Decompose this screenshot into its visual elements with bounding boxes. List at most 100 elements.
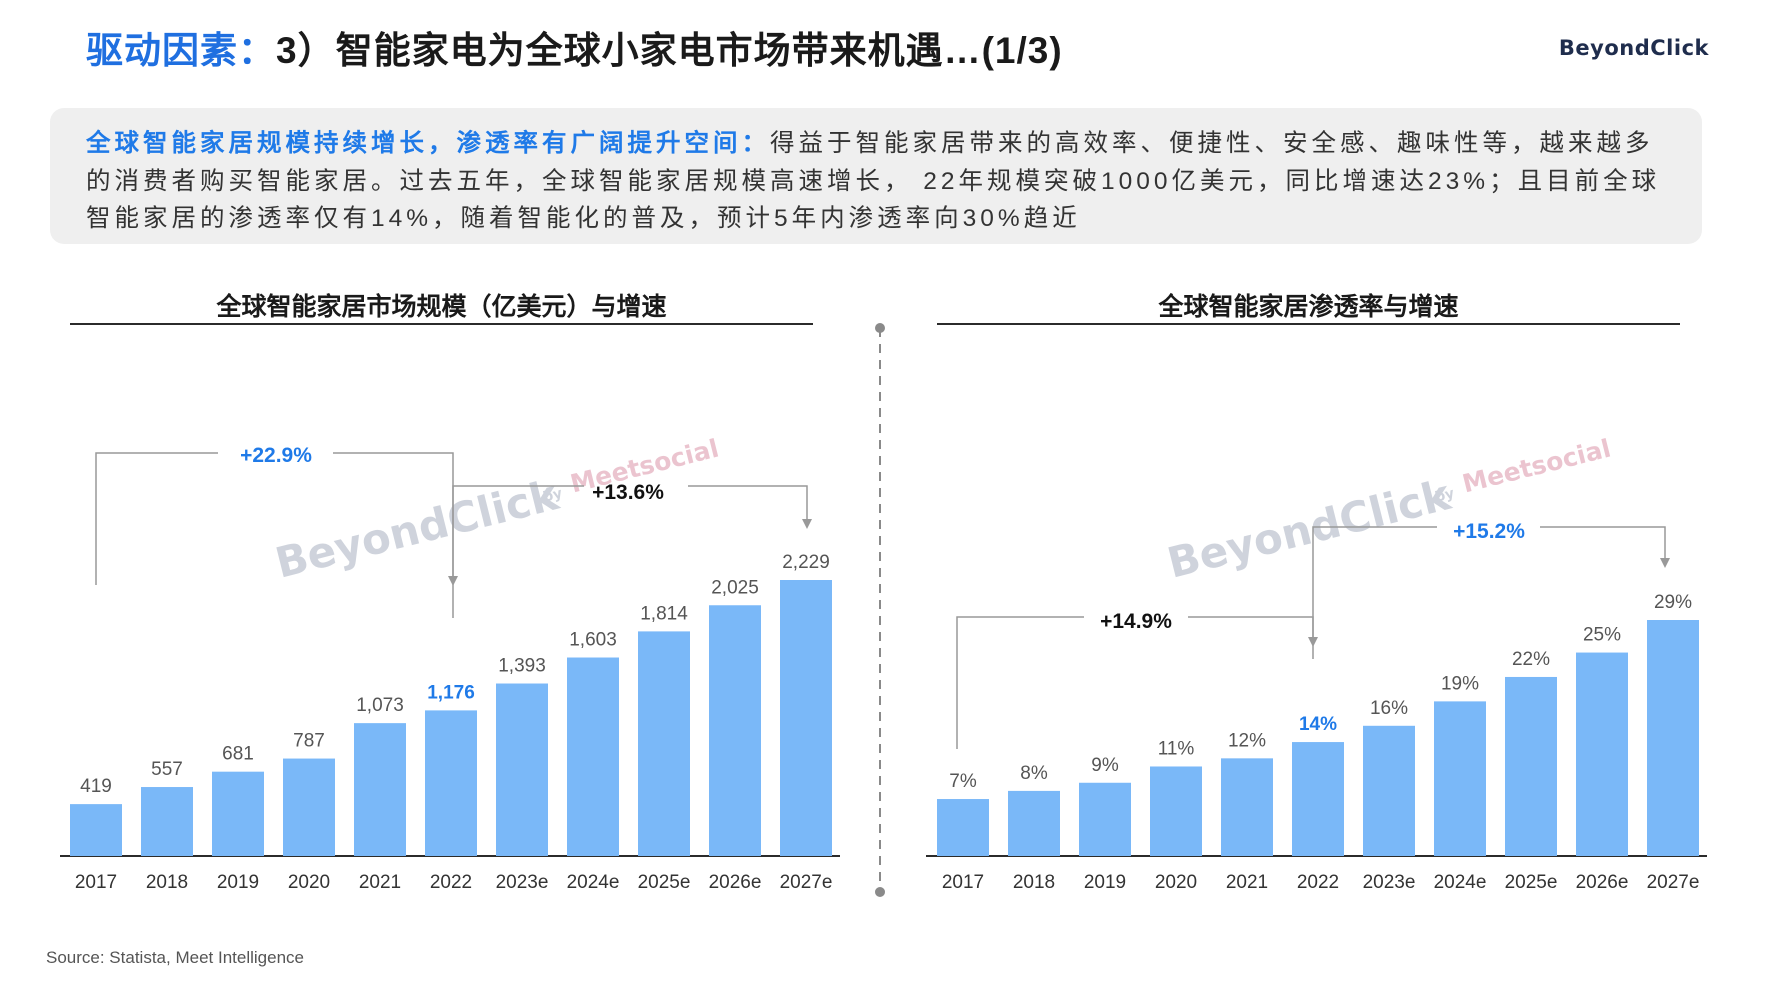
penetration-x-tick-label: 2017 [942,872,984,893]
market-x-tick-label: 2022 [430,872,472,893]
market-bar [283,758,335,856]
penetration-bar [1221,758,1273,856]
market-x-tick-label: 2019 [217,872,259,893]
market-x-tick-label: 2021 [359,872,401,893]
divider-bottom-dot [875,887,885,897]
market-growth-label: +22.9% [240,444,312,467]
market-bracket-arrow-icon [802,519,812,529]
summary-box: 全球智能家居规模持续增长，渗透率有广阔提升空间：得益于智能家居带来的高效率、便捷… [50,108,1702,244]
penetration-growth-label: +15.2% [1453,520,1525,543]
chart-title-market-size: 全球智能家居市场规模（亿美元）与增速 [216,293,667,321]
market-x-tick-label: 2026e [709,872,762,893]
market-data-label: 787 [293,731,325,752]
market-x-tick-label: 2024e [567,872,620,893]
penetration-bar [1363,725,1415,856]
page-title-accent: 驱动因素： [86,30,276,71]
source-note: Source: Statista, Meet Intelligence [46,948,304,967]
penetration-bracket-left [1312,526,1437,659]
penetration-x-tick-label: 2023e [1363,872,1416,893]
penetration-chart: 7% 2017 8% 2018 9% 2019 11% 2020 12% 2021 14% 2022 1… [926,520,1707,893]
market-data-label: 419 [80,776,112,797]
market-bracket-left [95,452,218,585]
page-title-main: 3）智能家电为全球小家电市场带来机遇…(1/3) [276,30,1063,71]
penetration-data-label: 8% [1020,763,1048,784]
page-title: 驱动因素：3）智能家电为全球小家电市场带来机遇…(1/3) [86,20,1063,74]
penetration-data-label: 14% [1299,714,1337,735]
market-data-label: 1,176 [427,682,475,703]
penetration-bracket-arrow-icon [1660,558,1670,568]
penetration-x-tick-label: 2024e [1434,872,1487,893]
penetration-x-tick-label: 2021 [1226,872,1268,893]
penetration-bracket-right [1188,616,1314,645]
market-data-label: 1,814 [640,603,688,624]
penetration-bar [1505,676,1557,856]
penetration-growth-label: +14.9% [1100,610,1172,633]
penetration-x-tick-label: 2020 [1155,872,1197,893]
watermark-right-by: by [1434,485,1456,505]
penetration-data-label: 12% [1228,730,1266,751]
market-bar [496,683,548,856]
market-data-label: 681 [222,744,254,765]
market-x-tick-label: 2027e [780,872,833,893]
market-x-tick-label: 2020 [288,872,330,893]
market-bar [425,710,477,856]
penetration-bar [937,799,989,856]
brand-logo: BeyondClick [1558,36,1709,60]
market-bar [638,631,690,856]
market-x-tick-label: 2023e [496,872,549,893]
watermark-right-partner: Meetsocial [1459,434,1613,499]
penetration-bar [1079,782,1131,856]
penetration-bar [1576,652,1628,856]
penetration-data-label: 19% [1441,673,1479,694]
chart-title-penetration: 全球智能家居渗透率与增速 [1158,293,1459,321]
penetration-bracket-left [956,616,1084,749]
watermark-left-by: by [542,485,564,505]
market-data-label: 1,603 [569,630,617,651]
market-x-tick-label: 2025e [638,872,691,893]
market-bar [780,580,832,856]
market-growth-label: +13.6% [592,481,664,504]
market-x-tick-label: 2017 [75,872,117,893]
penetration-data-label: 22% [1512,649,1550,670]
penetration-bar [1434,701,1486,856]
penetration-x-tick-label: 2027e [1647,872,1700,893]
chart-title-rule-left [70,323,813,325]
market-data-label: 1,393 [498,656,546,677]
penetration-bar [1292,742,1344,856]
divider-top-dot [875,323,885,333]
market-data-label: 2,025 [711,577,759,598]
penetration-bar [1008,790,1060,856]
market-bar [70,804,122,856]
penetration-data-label: 9% [1091,755,1119,776]
chart-title-rule-right [937,323,1680,325]
market-bar [141,787,193,856]
penetration-bar [1647,620,1699,856]
penetration-data-label: 29% [1654,592,1692,613]
penetration-bar [1150,766,1202,856]
penetration-data-label: 25% [1583,625,1621,646]
market-bar [212,771,264,856]
penetration-x-tick-label: 2018 [1013,872,1055,893]
market-bar [567,657,619,856]
summary-body: 得益于智能家居带来的高效率、便捷性、安全感、趣味性等，越来越多的消费者购买智能家… [86,130,1661,232]
market-bracket-left [452,485,584,618]
market-size-chart: 419 2017 557 2018 681 2019 787 2020 1,073 2021 1,1… [60,444,840,893]
market-bar [709,605,761,856]
watermark-left-brand: BeyondClick [271,470,564,588]
market-x-tick-label: 2018 [146,872,188,893]
summary-lead: 全球智能家居规模持续增长，渗透率有广阔提升空间： [86,130,770,157]
penetration-x-tick-label: 2026e [1576,872,1629,893]
watermark-right: BeyondClick by Meetsocial [1163,434,1614,588]
penetration-x-tick-label: 2019 [1084,872,1126,893]
market-bracket-right [688,485,808,527]
penetration-x-tick-label: 2022 [1297,872,1339,893]
market-bar [354,723,406,856]
market-data-label: 557 [151,759,183,780]
penetration-data-label: 7% [949,771,977,792]
market-data-label: 2,229 [782,552,830,573]
penetration-x-tick-label: 2025e [1505,872,1558,893]
penetration-data-label: 11% [1158,738,1195,759]
penetration-data-label: 16% [1370,698,1408,719]
market-data-label: 1,073 [356,695,404,716]
penetration-bracket-right [1540,526,1666,566]
